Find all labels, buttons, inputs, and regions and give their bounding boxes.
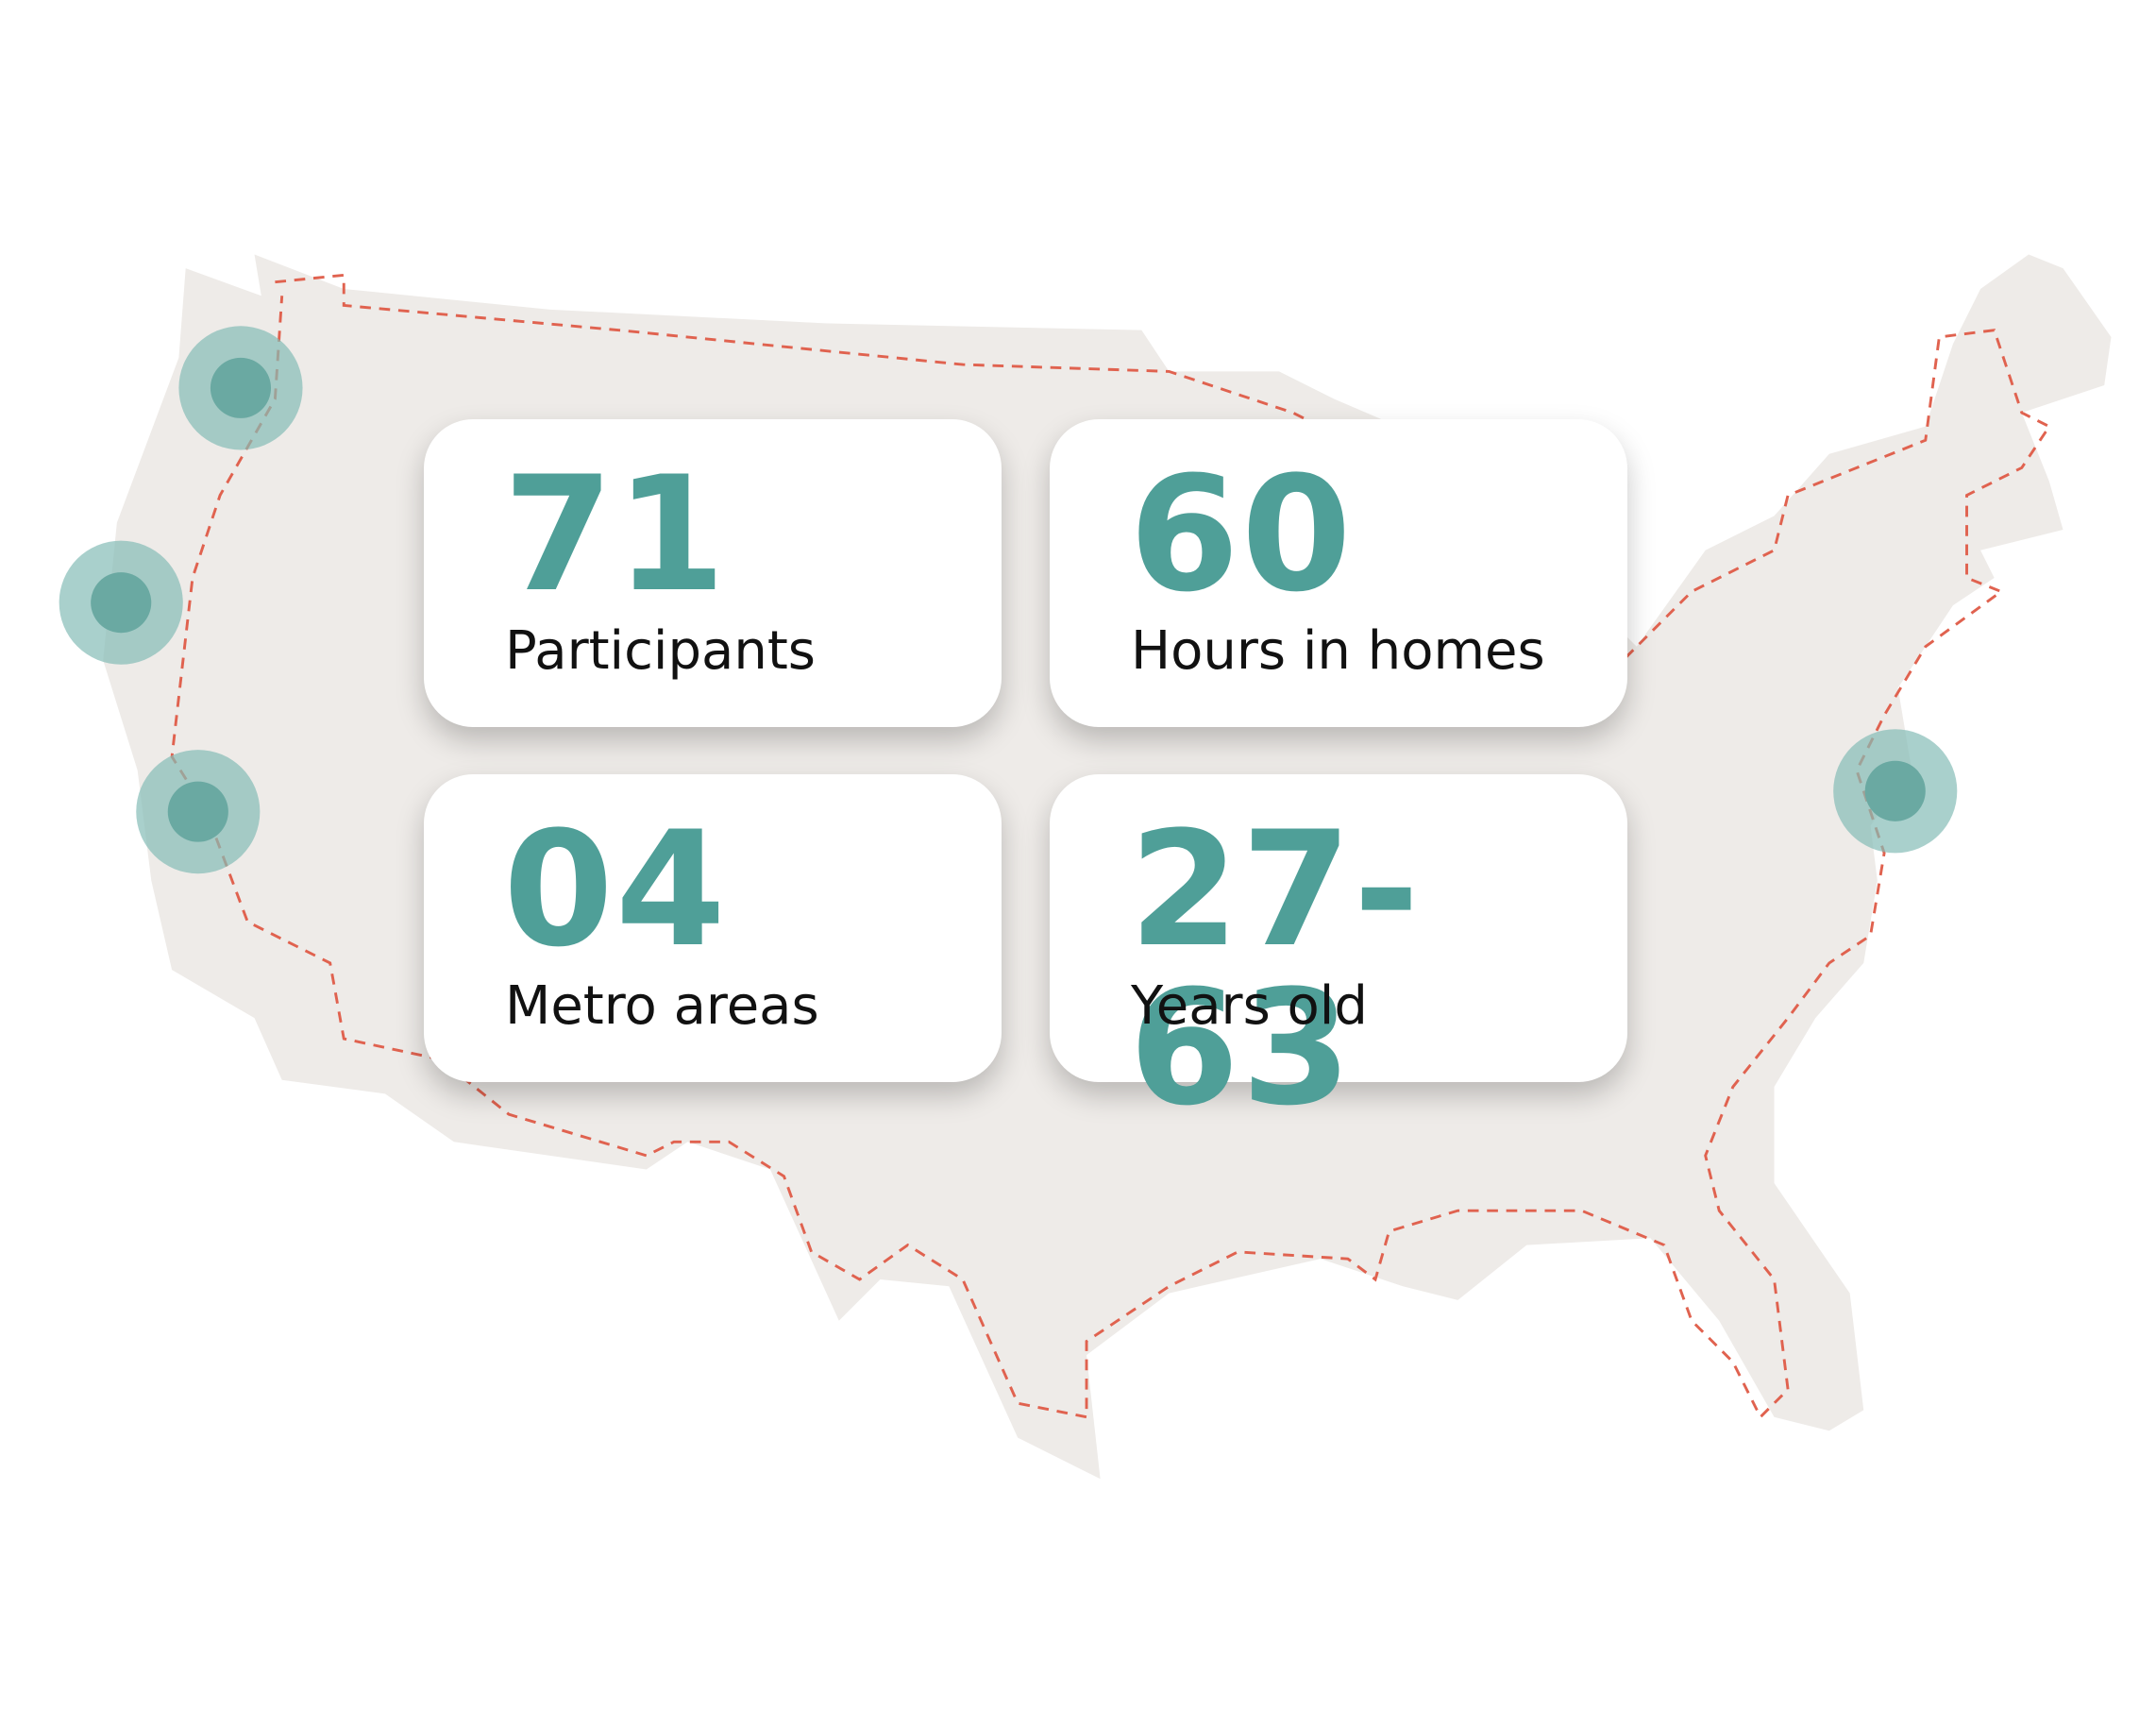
- marker: [136, 750, 261, 874]
- stat-label: Hours in homes: [1131, 620, 1545, 682]
- stat-value: 71: [503, 442, 728, 627]
- stat-value: 04: [503, 797, 728, 982]
- stat-card: 04 Metro areas: [424, 774, 1002, 1082]
- stat-card: 60 Hours in homes: [1050, 419, 1627, 727]
- stat-label: Participants: [505, 620, 816, 682]
- stat-value: 60: [1129, 442, 1354, 627]
- stat-card: 27-63 Years old: [1050, 774, 1627, 1127]
- stat-card: 71 Participants: [424, 419, 1002, 727]
- stat-label: Years old: [1131, 975, 1368, 1037]
- stat-value: 27-63: [1129, 797, 1422, 1141]
- marker: [178, 326, 303, 450]
- marker: [1833, 729, 1958, 854]
- stat-label: Metro areas: [505, 975, 819, 1037]
- marker: [59, 540, 183, 665]
